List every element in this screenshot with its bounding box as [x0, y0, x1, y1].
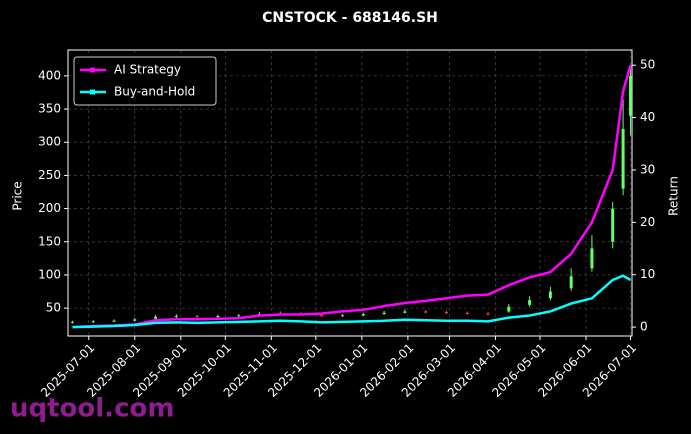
y2-tick-label: 0 — [640, 320, 648, 334]
y-axis-label: Price — [11, 181, 25, 210]
y-tick-label: 300 — [38, 135, 61, 149]
legend-box — [73, 56, 217, 106]
candle-body — [216, 316, 220, 318]
y-tick-label: 200 — [38, 201, 61, 215]
candle-body — [403, 311, 407, 313]
candle-body — [320, 314, 324, 317]
candle-body — [444, 312, 448, 314]
candle-body — [569, 276, 573, 289]
candle-body — [486, 313, 490, 315]
legend-marker — [90, 67, 95, 73]
y-tick-label: 350 — [38, 102, 61, 116]
series-line — [72, 64, 632, 329]
watermark: uqtool.com — [10, 394, 174, 424]
y2-tick-label: 20 — [640, 215, 655, 229]
y2-tick-label: 30 — [640, 162, 655, 176]
candle-body — [341, 315, 345, 317]
legend-label: Buy-and-Hold — [114, 85, 195, 99]
candle-body — [237, 315, 241, 317]
y-tick-label: 50 — [46, 301, 61, 315]
candle-body — [361, 314, 365, 316]
series-line — [72, 274, 632, 329]
candle-body — [382, 312, 386, 315]
candle-body — [133, 319, 137, 321]
y-tick-label: 250 — [38, 168, 61, 182]
candle-body — [611, 208, 615, 242]
candle-body — [507, 306, 511, 312]
candle-body — [154, 316, 158, 319]
candle-body — [621, 128, 625, 189]
candle-body — [629, 75, 633, 116]
candle-body — [465, 312, 469, 314]
y-tick-label: 150 — [38, 234, 61, 248]
y-tick-label: 100 — [38, 267, 61, 281]
y-tick-label: 400 — [38, 68, 61, 82]
legend: AI Strategy Buy-and-Hold — [73, 56, 217, 106]
legend-label: AI Strategy — [114, 63, 181, 77]
y2-tick-label: 40 — [640, 110, 655, 124]
candle-body — [70, 322, 74, 324]
candle-body — [195, 316, 199, 318]
legend-marker — [90, 89, 95, 95]
candle-body — [112, 320, 116, 322]
candle-body — [424, 311, 428, 313]
candle-body — [548, 291, 552, 299]
candle-body — [590, 248, 594, 269]
y2-tick-label: 50 — [640, 58, 655, 72]
candle-body — [174, 316, 178, 318]
candle-body — [91, 321, 95, 323]
y2-axis-label: Return — [667, 176, 681, 216]
candle-body — [528, 300, 532, 305]
chart-title: CNSTOCK - 688146.SH — [262, 10, 438, 26]
plot-frame — [67, 49, 633, 337]
y2-tick-label: 10 — [640, 267, 655, 281]
